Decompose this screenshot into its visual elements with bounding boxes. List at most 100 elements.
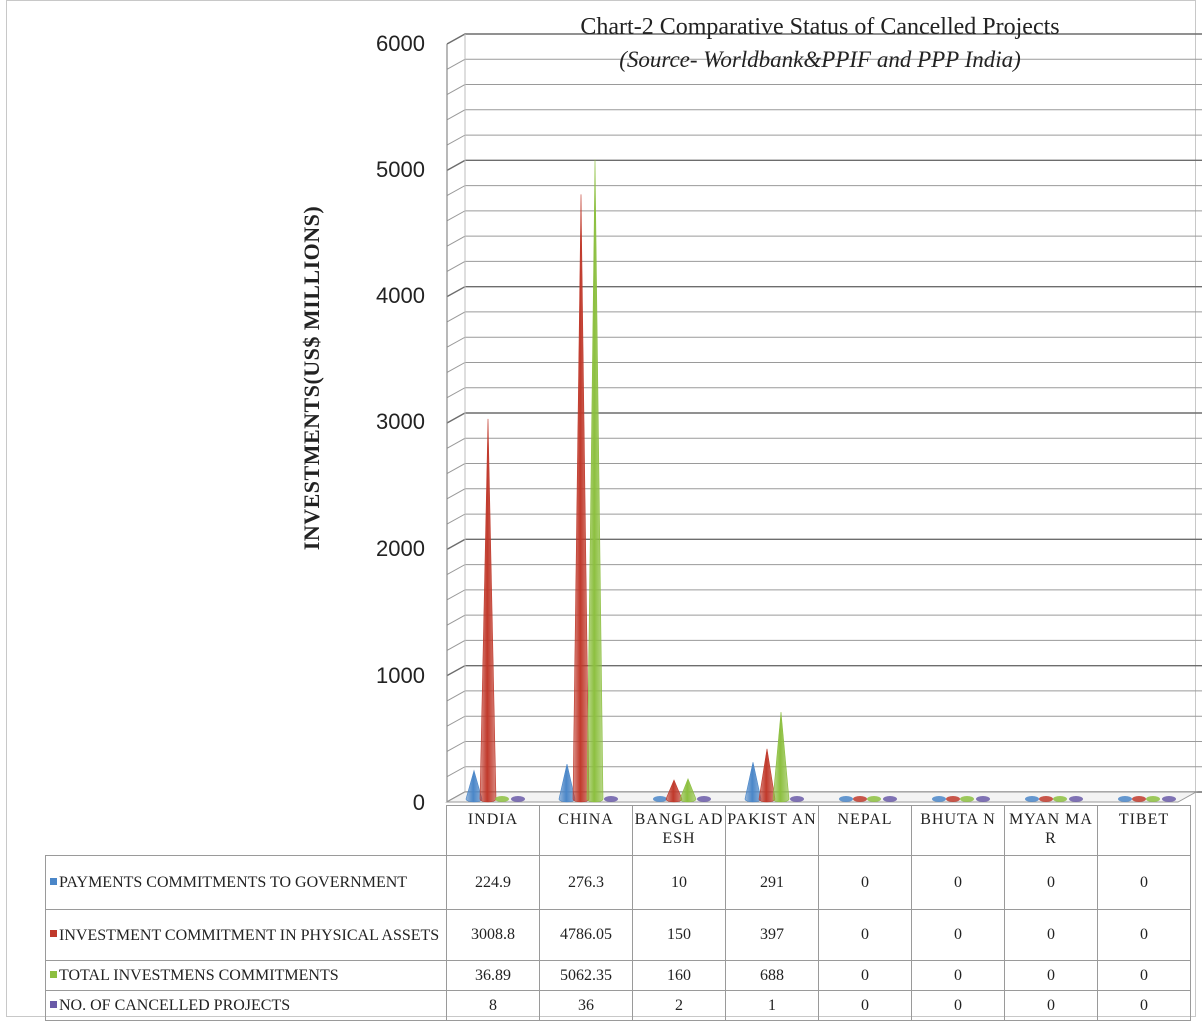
cone-mark	[586, 159, 604, 803]
cone-mark	[558, 764, 576, 803]
cone-mark	[867, 796, 881, 802]
data-label: 0	[1097, 909, 1191, 961]
cone-mark	[1162, 796, 1176, 802]
gridline	[446, 463, 1202, 474]
gridline	[446, 361, 1202, 373]
cone-mark	[839, 796, 853, 802]
gridline	[446, 513, 1202, 525]
legend-swatch	[50, 970, 57, 978]
data-label: 0	[818, 909, 912, 961]
gridline	[446, 285, 1202, 298]
x-tick-label: BHUTA N	[911, 805, 1005, 856]
data-label: 0	[911, 990, 1005, 1021]
data-label: 2	[632, 990, 726, 1021]
cone-mark	[604, 796, 618, 802]
data-label: 0	[818, 990, 912, 1021]
cone-mark	[1132, 796, 1146, 802]
gridline	[446, 311, 1202, 323]
x-tick-label: NEPAL	[818, 805, 912, 856]
data-label: 0	[911, 909, 1005, 961]
gridline	[446, 690, 1202, 702]
cone-mark	[1118, 796, 1132, 802]
legend-entry-total: TOTAL INVESTMENS COMMITMENTS	[45, 960, 447, 991]
data-label: 36.89	[446, 960, 540, 991]
gridline	[446, 235, 1202, 247]
chart-subtitle: (Source- Worldbank&PPIF and PPP India)	[619, 47, 1021, 72]
cone-mark	[744, 762, 762, 803]
gridline	[446, 134, 1202, 146]
data-table: INDIA CHINA BANGL ADESH PAKIST AN NEPAL …	[45, 805, 1191, 1021]
legend-swatch	[50, 930, 57, 938]
cone-mark	[1053, 796, 1067, 802]
data-label: 291	[725, 855, 819, 910]
cone-mark	[1069, 796, 1083, 802]
data-label: 160	[632, 960, 726, 991]
cone-mark	[653, 796, 667, 802]
data-label: 276.3	[539, 855, 633, 910]
cone-mark	[572, 194, 590, 803]
data-label: 36	[539, 990, 633, 1021]
legend-swatch	[50, 877, 57, 885]
data-label: 10	[632, 855, 726, 910]
data-label: 4786.05	[539, 909, 633, 961]
cone-mark	[495, 796, 509, 802]
table-corner	[45, 805, 447, 856]
x-tick-label: BANGL ADESH	[632, 805, 726, 856]
data-label: 224.9	[446, 855, 540, 910]
category-header-row: INDIA CHINA BANGL ADESH PAKIST AN NEPAL …	[45, 805, 1191, 856]
data-label: 0	[1004, 909, 1098, 961]
y-tick-label: 1000	[376, 663, 425, 688]
y-tick-label: 4000	[376, 283, 425, 308]
data-label: 0	[818, 960, 912, 991]
y-tick-label: 3000	[376, 409, 425, 434]
data-label: 0	[911, 855, 1005, 910]
cone-mark	[511, 796, 525, 802]
data-label: 397	[725, 909, 819, 961]
data-label: 0	[1004, 855, 1098, 910]
data-label: 8	[446, 990, 540, 1021]
table-row: TOTAL INVESTMENS COMMITMENTS 36.89 5062.…	[45, 960, 1191, 991]
data-label: 0	[1097, 990, 1191, 1021]
cone-mark	[772, 712, 790, 803]
gridline	[446, 437, 1202, 449]
gridline	[446, 159, 1202, 171]
gridline	[446, 210, 1202, 222]
table-row: NO. OF CANCELLED PROJECTS 8 36 2 1 0 0 0…	[45, 990, 1191, 1021]
gridline	[446, 766, 1202, 778]
data-label: 0	[1097, 855, 1191, 910]
data-label: 0	[1004, 990, 1098, 1021]
cone-mark	[932, 796, 946, 802]
cone-mark	[976, 796, 990, 802]
data-label: 3008.8	[446, 909, 540, 961]
x-tick-label: INDIA	[446, 805, 540, 856]
gridline	[446, 488, 1202, 500]
cone-mark	[758, 748, 776, 803]
x-tick-label: CHINA	[539, 805, 633, 856]
data-label: 5062.35	[539, 960, 633, 991]
table-row: INVESTMENT COMMITMENT IN PHYSICAL ASSETS…	[45, 909, 1191, 961]
y-axis-label: INVESTMENTS(US$ MILLIONS)	[299, 205, 324, 551]
cone-mark	[853, 796, 867, 802]
cone-mark	[883, 796, 897, 802]
gridline	[446, 387, 1202, 399]
cone-mark	[697, 796, 711, 802]
chart-title: Chart-2 Comparative Status of Cancelled …	[580, 14, 1060, 40]
gridline	[446, 109, 1202, 121]
gridline	[446, 614, 1202, 626]
data-label: 0	[911, 960, 1005, 991]
gridline	[446, 412, 1202, 424]
chart-floor	[445, 791, 1198, 803]
gridline	[446, 185, 1202, 197]
cone-mark	[479, 418, 497, 803]
cone-mark	[1146, 796, 1160, 802]
legend-entry-investment: INVESTMENT COMMITMENT IN PHYSICAL ASSETS	[45, 909, 447, 961]
gridline	[446, 84, 1202, 95]
gridline	[446, 336, 1202, 348]
y-tick-label: 5000	[376, 157, 425, 182]
data-label: 0	[1004, 960, 1098, 991]
cone-mark	[946, 796, 960, 802]
legend-swatch	[50, 1000, 57, 1008]
y-tick-label: 2000	[376, 536, 425, 561]
gridline	[446, 538, 1202, 550]
